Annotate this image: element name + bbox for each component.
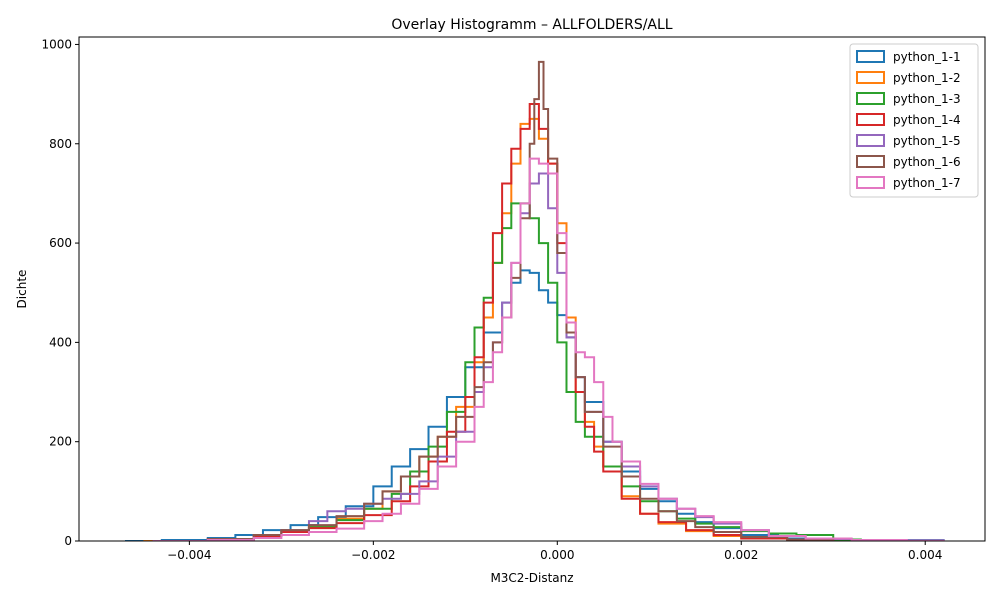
legend-swatch (856, 92, 885, 105)
legend: python_1-1 python_1-2 python_1-3 python_1-4… (849, 43, 979, 198)
legend-swatch (856, 155, 885, 168)
legend-label: python_1-5 (893, 134, 961, 148)
legend-swatch (856, 134, 885, 147)
legend-swatch (856, 50, 885, 63)
y-axis-label: Dichte (15, 270, 29, 309)
series-line-2 (143, 117, 835, 541)
y-tick-label: 600 (49, 236, 72, 250)
x-tick-label: 0.000 (540, 548, 574, 562)
legend-label: python_1-7 (893, 176, 961, 190)
legend-swatch (856, 71, 885, 84)
x-tick-label: 0.004 (908, 548, 942, 562)
legend-swatch (856, 176, 885, 189)
y-tick-label: 400 (49, 335, 72, 349)
y-tick-label: 1000 (41, 37, 72, 51)
x-tick-label: 0.002 (724, 548, 758, 562)
series-line-7 (152, 157, 945, 541)
series-line-6 (152, 60, 835, 541)
legend-label: python_1-1 (893, 50, 961, 64)
legend-label: python_1-4 (893, 113, 961, 127)
y-tick-label: 0 (64, 534, 72, 548)
series-line-4 (152, 103, 835, 541)
series-line-3 (152, 202, 862, 541)
chart-title: Overlay Histogramm – ALLFOLDERS/ALL (391, 17, 672, 33)
x-tick-label: −0.002 (351, 548, 395, 562)
plot-area (124, 60, 945, 541)
y-axis: 0 200 400 600 800 1000 (41, 37, 79, 548)
series-line-1 (124, 269, 945, 541)
legend-label: python_1-6 (893, 155, 961, 169)
x-tick-label: −0.004 (167, 548, 211, 562)
legend-swatch (856, 113, 885, 126)
y-tick-label: 200 (49, 435, 72, 449)
legend-label: python_1-2 (893, 71, 961, 85)
series-line-5 (152, 172, 945, 541)
x-axis-label: M3C2-Distanz (490, 571, 573, 585)
x-axis: −0.004 −0.002 0.000 0.002 0.004 (167, 541, 942, 562)
legend-label: python_1-3 (893, 92, 961, 106)
y-tick-label: 800 (49, 137, 72, 151)
plot-frame (78, 36, 986, 542)
